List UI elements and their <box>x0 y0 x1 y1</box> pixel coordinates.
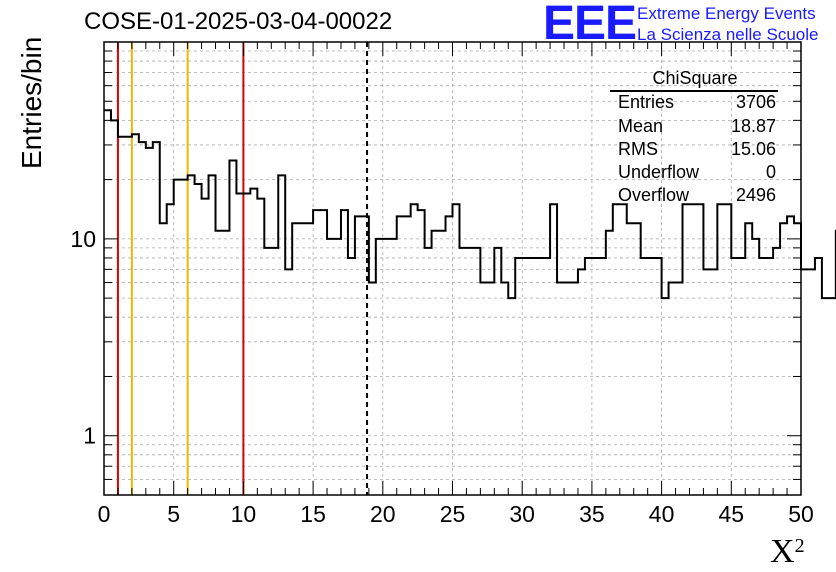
stats-value: 3706 <box>735 92 776 112</box>
stats-row-rms: RMS 15.06 <box>618 139 776 161</box>
chart-title: COSE-01-2025-03-04-00022 <box>84 8 393 35</box>
stats-row-mean: Mean 18.87 <box>618 116 776 138</box>
x-axis-label: X2 <box>770 533 805 571</box>
x-tick-label: 25 <box>440 501 466 527</box>
stats-key: Mean <box>618 116 664 136</box>
y-tick-label: 10 <box>70 226 96 252</box>
grid-lines <box>104 41 801 496</box>
axis-ticks <box>103 41 802 496</box>
x-tick-label: 5 <box>167 501 180 527</box>
y-axis-label: Entries/bin <box>16 36 47 169</box>
stats-row-entries: Entries 3706 <box>618 92 776 114</box>
x-tick-label: 50 <box>788 501 814 527</box>
logo-line-2: La Scienza nelle Scuole <box>637 25 819 44</box>
stats-row-overflow: Overflow 2496 <box>618 185 776 207</box>
y-tick-label: 1 <box>83 423 96 449</box>
x-axis-label-base: X <box>770 533 795 570</box>
stats-key: Entries <box>618 92 675 112</box>
logo-line-1: Extreme Energy Events <box>637 4 816 23</box>
axis-tick-labels: 0 5 10 15 20 25 30 35 40 45 50 1 10 <box>70 226 813 527</box>
x-axis-label-superscript: 2 <box>794 535 805 557</box>
x-tick-label: 35 <box>579 501 605 527</box>
histogram-series <box>104 109 836 300</box>
x-tick-label: 0 <box>98 501 111 527</box>
stats-value: 0 <box>765 162 776 182</box>
x-tick-label: 20 <box>370 501 396 527</box>
reference-lines <box>116 42 369 495</box>
x-tick-label: 30 <box>509 501 535 527</box>
x-tick-label: 45 <box>719 501 745 527</box>
stats-key: Overflow <box>618 185 690 205</box>
histogram-line <box>104 109 836 300</box>
x-tick-label: 40 <box>649 501 675 527</box>
stats-row-underflow: Underflow 0 <box>618 162 776 184</box>
stats-box: ChiSquare Entries 3706 Mean 18.87 RMS 15… <box>610 68 780 205</box>
stats-key: RMS <box>618 139 658 159</box>
eee-logo: EEE <box>543 0 637 50</box>
stats-value: 2496 <box>735 185 776 205</box>
stats-value: 18.87 <box>730 116 776 136</box>
x-tick-label: 15 <box>300 501 326 527</box>
stats-value: 15.06 <box>730 139 776 159</box>
x-tick-label: 10 <box>231 501 257 527</box>
stats-key: Underflow <box>618 162 700 182</box>
stats-title: ChiSquare <box>652 68 738 88</box>
stats-divider <box>610 90 778 92</box>
